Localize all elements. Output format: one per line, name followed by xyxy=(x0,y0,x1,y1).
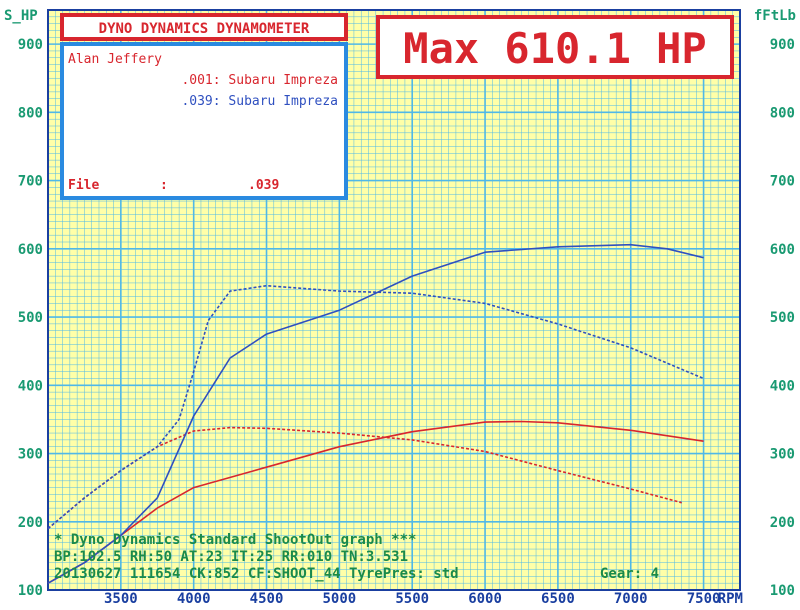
y-tick-label-left: 600 xyxy=(18,242,43,258)
customer-name: Alan Jeffery xyxy=(68,52,162,67)
file-value: .039 xyxy=(248,178,279,193)
series-line xyxy=(47,243,704,584)
y-tick-label-right: 900 xyxy=(770,37,795,53)
title-box xyxy=(60,13,348,41)
y-tick-label-left: 800 xyxy=(18,105,43,121)
x-axis-label: RPM xyxy=(718,591,743,607)
y-tick-label-right: 800 xyxy=(770,105,795,121)
chart-title: DYNO DYNAMICS DYNAMOMETER xyxy=(99,21,310,37)
series-group xyxy=(47,243,704,584)
y-axis-left-label: S_HP xyxy=(4,8,38,24)
x-tick-label: 4000 xyxy=(177,591,211,607)
footer-line-1: * Dyno Dynamics Standard ShootOut graph … xyxy=(54,532,416,548)
run-label-001: .001: Subaru Impreza xyxy=(181,73,338,88)
file-label: File xyxy=(68,178,99,193)
y-tick-label-right: 300 xyxy=(770,447,795,463)
y-tick-label-left: 500 xyxy=(18,310,43,326)
y-axis-right: 100 200 300 400 500 600 700 800 900 xyxy=(770,37,795,599)
max-hp-box xyxy=(376,15,734,79)
x-tick-label: 5000 xyxy=(323,591,357,607)
x-tick-label: 7500 xyxy=(687,591,721,607)
y-tick-label-right: 600 xyxy=(770,242,795,258)
footer-line-2: BP:102.5 RH:50 AT:23 IT:25 RR:010 TN:3.5… xyxy=(54,549,408,565)
footer-gear: Gear: 4 xyxy=(600,566,659,582)
run-label-039: .039: Subaru Impreza xyxy=(181,94,338,109)
footer-line-3: 20130627 111654 CK:852 CF:SHOOT_44 TyreP… xyxy=(54,566,459,582)
plot-frame xyxy=(47,9,741,591)
y-tick-label-right: 200 xyxy=(770,515,795,531)
max-hp-value: Max 610.1 HP xyxy=(403,24,706,73)
x-tick-label: 7000 xyxy=(614,591,648,607)
y-tick-label-right: 500 xyxy=(770,310,795,326)
y-tick-label-right: 700 xyxy=(770,174,795,190)
series-line xyxy=(47,284,704,530)
y-tick-label-left: 300 xyxy=(18,447,43,463)
y-tick-label-left: 400 xyxy=(18,378,43,394)
file-separator: : xyxy=(160,178,168,193)
x-tick-label: 4500 xyxy=(250,591,284,607)
y-tick-label-left: 200 xyxy=(18,515,43,531)
y-axis-right-label: fFtLb xyxy=(754,8,796,24)
x-tick-label: 5500 xyxy=(395,591,429,607)
y-axis-left: 100 200 300 400 500 600 700 800 900 xyxy=(18,37,43,599)
x-tick-label: 3500 xyxy=(104,591,138,607)
y-tick-label-right: 100 xyxy=(770,583,795,599)
x-tick-label: 6500 xyxy=(541,591,575,607)
y-tick-label-left: 900 xyxy=(18,37,43,53)
y-tick-label-right: 400 xyxy=(770,378,795,394)
info-panel xyxy=(60,42,348,200)
y-tick-label-left: 700 xyxy=(18,174,43,190)
x-tick-label: 6000 xyxy=(468,591,502,607)
x-axis: 3500 4000 4500 5000 5500 6000 6500 7000 7500 xyxy=(104,591,720,607)
y-tick-label-left: 100 xyxy=(18,583,43,599)
